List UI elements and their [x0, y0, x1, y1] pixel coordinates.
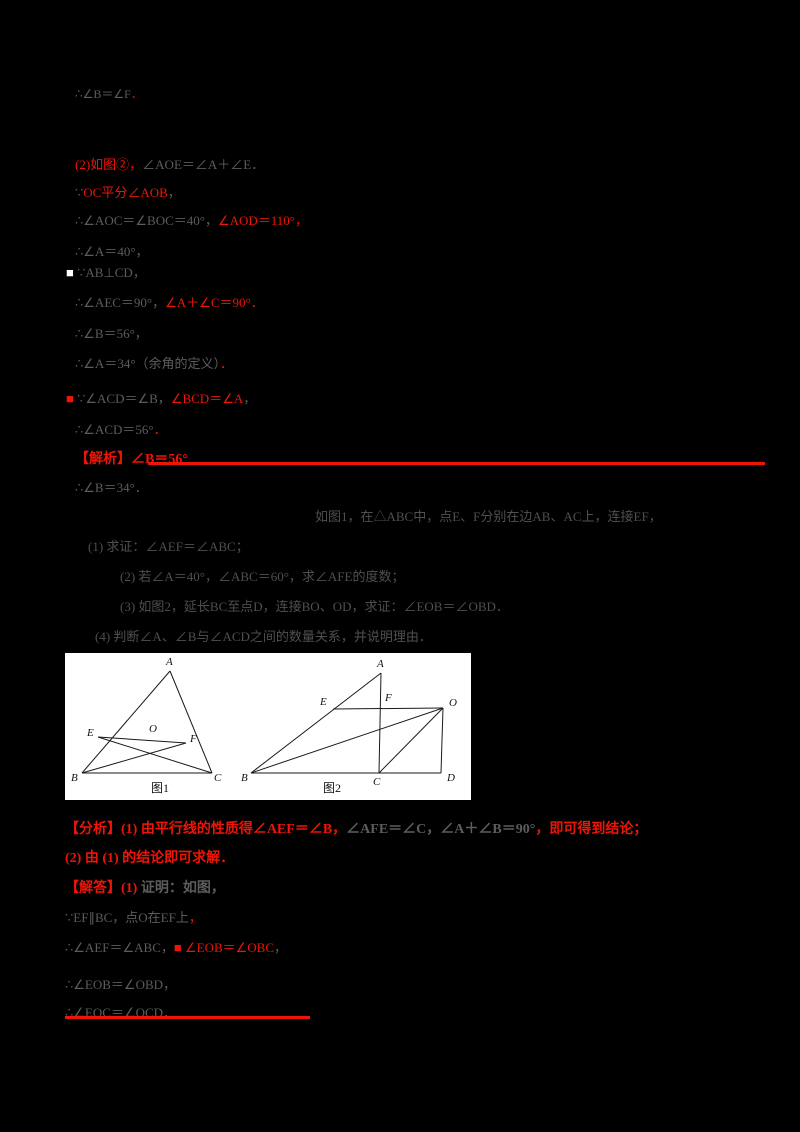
figure-1-caption: 图1	[151, 781, 169, 795]
text-segment: (4) 判断∠A、∠B与∠ACD之间的数量关系，并说明理由．	[95, 629, 432, 644]
text-segment: ．	[130, 87, 143, 101]
point-label-C: C	[214, 772, 222, 784]
text-segment: ■	[66, 391, 74, 406]
text-line: (2) 由 (1) 的结论即可求解．	[65, 851, 234, 867]
text-line: (1) 求证：∠AEF＝∠ABC；	[88, 539, 249, 555]
text-line: ■ ∵AB⊥CD，	[66, 265, 146, 281]
text-line: ∴∠A＝40°，	[75, 244, 149, 260]
geometry-figure-svg: A B C E O F 图1 A B C D E	[71, 656, 457, 795]
text-line: ∴∠B＝34°．	[75, 480, 148, 496]
point-label-B2: B	[241, 772, 248, 784]
point-label-C2: C	[373, 776, 381, 788]
text-segment: ∠AOE＝∠A＋∠E．	[142, 157, 265, 172]
text-segment: ∴∠AEC＝90°，	[75, 295, 166, 310]
text-segment: (1) 求证：∠AEF＝∠ABC；	[88, 539, 249, 554]
text-segment: ∠BCD＝∠A	[170, 391, 244, 406]
text-segment: ∴∠ACD＝56°	[75, 422, 154, 437]
figure-2-caption: 图2	[323, 781, 341, 795]
point-label-D2: D	[446, 772, 455, 784]
solution-divider-rule	[148, 462, 765, 465]
text-segment: ∴∠B＝34°．	[75, 480, 148, 495]
text-segment: ，	[167, 185, 181, 200]
geometry-figure-box: A B C E O F 图1 A B C D E	[65, 653, 471, 800]
text-line: ∴∠B＝56°，	[75, 326, 148, 342]
text-segment: (2) 若∠A＝40°，∠ABC＝60°，求∠AFE的度数；	[120, 569, 405, 584]
text-segment: ■	[66, 265, 74, 280]
text-line: 【分析】(1) 由平行线的性质得∠AEF＝∠B，∠AFE＝∠C，∠A＋∠B＝90…	[65, 822, 647, 838]
text-line: ∴∠AOC＝∠BOC＝40°，∠AOD＝110°，	[75, 213, 309, 229]
text-segment: ．	[153, 422, 167, 437]
text-line: ∴∠EOB＝∠OBD，	[65, 977, 177, 993]
text-segment: ∴∠EOB＝∠OBD，	[65, 977, 177, 992]
text-line: ∴∠B＝∠F．	[75, 87, 143, 102]
text-line: 如图1，在△ABC中，点E、F分别在边AB、AC上，连接EF，	[315, 509, 662, 525]
text-line: ∴∠AEC＝90°，∠A＋∠C＝90°．	[75, 295, 264, 311]
text-line: ∵OC平分∠AOB，	[75, 185, 181, 201]
point-label-O2: O	[449, 697, 457, 709]
text-segment: ■ ∠EOB＝∠OBC	[173, 940, 275, 955]
point-label-O: O	[149, 723, 157, 735]
text-line: (2)如图②，∠AOE＝∠A＋∠E．	[75, 157, 265, 173]
text-line: ∵EF∥BC，点O在EF上，	[65, 910, 202, 926]
text-segment: ∵∠ACD＝∠B，	[73, 391, 171, 406]
text-segment: 【解答】(1)	[65, 881, 138, 896]
text-segment: ∵EF∥BC，点O在EF上	[65, 910, 189, 925]
text-segment: (2)如图②，	[75, 157, 143, 172]
figure-2-triangle: A B C D E F O 图2	[241, 658, 457, 795]
text-segment: ∵	[75, 185, 84, 200]
point-label-F2: F	[384, 692, 392, 704]
text-segment: ∠AOD＝110°，	[217, 213, 309, 228]
text-segment: ∴∠B＝56°，	[75, 326, 148, 341]
point-label-B: B	[71, 772, 78, 784]
text-line: ∴∠AEF＝∠ABC，■ ∠EOB＝∠OBC，	[65, 940, 288, 956]
text-segment: (2) 由 (1) 的结论即可求解．	[65, 851, 235, 866]
text-line: ∴∠ACD＝56°．	[75, 422, 167, 438]
text-segment: ∵AB⊥CD，	[73, 265, 146, 280]
point-label-A2: A	[376, 658, 384, 670]
text-segment: ∴∠B＝∠F	[75, 87, 131, 101]
text-segment: ∴∠AOC＝∠BOC＝40°，	[75, 213, 218, 228]
text-line: 【解析】∠B＝56°	[75, 452, 188, 468]
text-segment: ，	[188, 910, 202, 925]
text-segment: ∠A＋∠C＝90°．	[165, 295, 264, 310]
text-line: ■ ∵∠ACD＝∠B，∠BCD＝∠A，	[66, 391, 257, 407]
text-segment: 【分析】(1) 由平行线的性质得∠AEF＝∠B，	[65, 822, 347, 837]
text-segment: ∴∠AEF＝∠ABC，	[65, 940, 174, 955]
text-segment: ∴∠A＝40°，	[75, 244, 149, 259]
point-label-E2: E	[319, 696, 327, 708]
text-segment: 如图1，在△ABC中，点E、F分别在边AB、AC上，连接EF，	[315, 509, 662, 524]
point-label-F: F	[189, 733, 197, 745]
text-segment: ，	[243, 391, 257, 406]
text-segment: ∠AFE＝∠C，∠A＋∠B＝90°	[346, 822, 536, 837]
text-segment: ，	[274, 940, 288, 955]
text-segment: ∴∠A＝34°（余角的定义）	[75, 356, 221, 371]
text-line: 【解答】(1) 证明：如图，	[65, 881, 225, 897]
text-line: (4) 判断∠A、∠B与∠ACD之间的数量关系，并说明理由．	[95, 629, 432, 645]
text-segment: ，即可得到结论；	[535, 822, 648, 837]
answer-underline-rule	[65, 1016, 310, 1019]
text-line: (2) 若∠A＝40°，∠ABC＝60°，求∠AFE的度数；	[120, 569, 405, 585]
point-label-A: A	[165, 656, 173, 668]
figure-1-triangle: A B C E O F 图1	[71, 656, 222, 795]
text-segment: OC平分∠AOB	[83, 185, 168, 200]
text-line: ∴∠A＝34°（余角的定义）．	[75, 356, 234, 372]
text-segment: 证明：如图，	[137, 881, 225, 896]
point-label-E: E	[86, 727, 94, 739]
text-segment: (3) 如图2，延长BC至点D，连接BO、OD，求证：∠EOB＝∠OBD．	[120, 599, 509, 614]
text-segment: ．	[220, 356, 234, 371]
text-line: (3) 如图2，延长BC至点D，连接BO、OD，求证：∠EOB＝∠OBD．	[120, 599, 509, 615]
